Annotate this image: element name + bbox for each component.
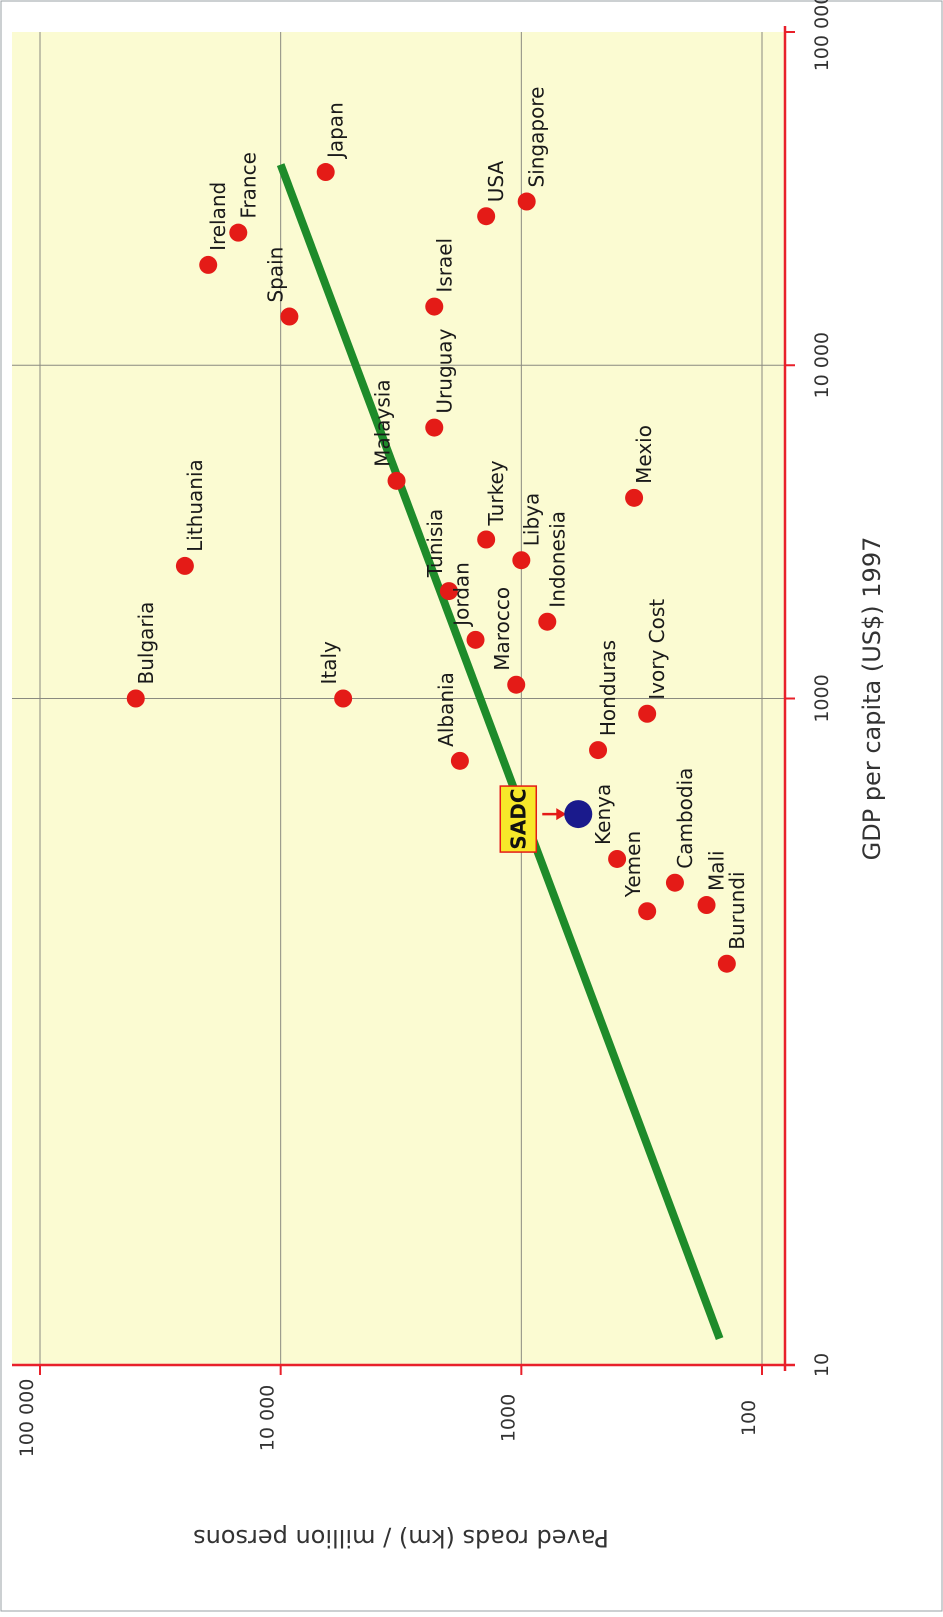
point-labels: Bulgaria Lithuania Ireland France Japan Spain… xyxy=(134,87,749,950)
label-usa: USA xyxy=(484,161,508,203)
label-albania: Albania xyxy=(434,672,458,747)
axes xyxy=(12,26,795,1375)
label-malaysia: Malaysia xyxy=(371,379,395,466)
point-yemen xyxy=(638,902,657,921)
point-israel xyxy=(425,297,444,316)
label-honduras: Honduras xyxy=(596,640,620,736)
label-mexio: Mexio xyxy=(632,425,656,484)
point-indonesia xyxy=(538,612,557,631)
y-axis-label: Paved roads (km) / million persons xyxy=(193,1524,609,1552)
sadc-highlight: SADC xyxy=(499,785,593,853)
label-lithuania: Lithuania xyxy=(183,459,207,552)
y-tick-label: 1000 xyxy=(497,1394,519,1442)
label-uruguay: Uruguay xyxy=(432,328,456,413)
point-honduras xyxy=(589,741,608,760)
point-france xyxy=(229,223,248,242)
point-marocco xyxy=(507,675,526,694)
label-indonesia: Indonesia xyxy=(545,511,569,608)
tick-labels: 10 1000 10 000 100 000 100 000 10 000 1000 100 xyxy=(16,0,833,1457)
label-yemen: Yemen xyxy=(621,831,645,898)
point-mexio xyxy=(625,488,644,507)
x-tick-label: 10 000 xyxy=(811,332,833,398)
label-italy: Italy xyxy=(317,641,341,685)
label-singapore: Singapore xyxy=(525,87,549,188)
point-jordan xyxy=(466,630,485,649)
y-tick-label: 100 xyxy=(738,1400,760,1436)
point-burundi xyxy=(717,954,736,973)
point-libya xyxy=(512,551,531,570)
label-israel: Israel xyxy=(432,238,456,293)
label-libya: Libya xyxy=(519,493,543,547)
x-tick-label: 1000 xyxy=(811,674,833,722)
point-cambodia xyxy=(665,873,684,892)
point-mali xyxy=(697,896,716,915)
point-albania xyxy=(450,751,469,770)
label-marocco: Marocco xyxy=(490,587,514,671)
label-ivory-cost: Ivory Cost xyxy=(645,599,669,700)
point-singapore xyxy=(517,192,536,211)
point-kenya xyxy=(608,849,627,868)
label-france: France xyxy=(236,152,260,219)
y-tick-label: 100 000 xyxy=(16,1379,38,1458)
point-ivory-cost xyxy=(638,704,657,723)
sadc-arrow-head xyxy=(556,808,567,821)
point-spain xyxy=(280,307,299,326)
label-turkey: Turkey xyxy=(484,460,508,526)
point-usa xyxy=(477,207,496,226)
point-lithuania xyxy=(175,556,194,575)
label-kenya: Kenya xyxy=(591,784,615,845)
point-italy xyxy=(334,689,353,708)
y-tick-label: 10 000 xyxy=(257,1385,279,1451)
label-mali: Mali xyxy=(705,850,729,891)
x-tick-label: 10 xyxy=(811,1353,833,1377)
sadc-label-box xyxy=(499,785,538,853)
label-tunisia: Tunisia xyxy=(423,509,447,578)
point-sadc xyxy=(564,800,593,829)
label-bulgaria: Bulgaria xyxy=(134,602,158,685)
point-ireland xyxy=(199,255,218,274)
x-tick-label: 100 000 xyxy=(811,0,833,71)
trend-line xyxy=(276,163,724,1341)
point-tunisia xyxy=(439,582,458,601)
label-japan: Japan xyxy=(324,102,348,160)
trend-line-group xyxy=(276,163,724,1341)
point-bulgaria xyxy=(126,689,145,708)
point-turkey xyxy=(477,530,496,549)
point-malaysia xyxy=(387,471,406,490)
sadc-label: SADC xyxy=(506,788,530,849)
point-uruguay xyxy=(425,418,444,437)
x-axis-label: GDP per capita (US$) 1997 xyxy=(858,537,886,861)
label-ireland: Ireland xyxy=(206,182,230,251)
label-burundi: Burundi xyxy=(725,871,749,949)
data-points xyxy=(126,163,736,973)
label-cambodia: Cambodia xyxy=(673,768,697,869)
point-japan xyxy=(316,163,335,182)
label-spain: Spain xyxy=(263,247,287,303)
label-jordan: Jordan xyxy=(450,562,474,628)
